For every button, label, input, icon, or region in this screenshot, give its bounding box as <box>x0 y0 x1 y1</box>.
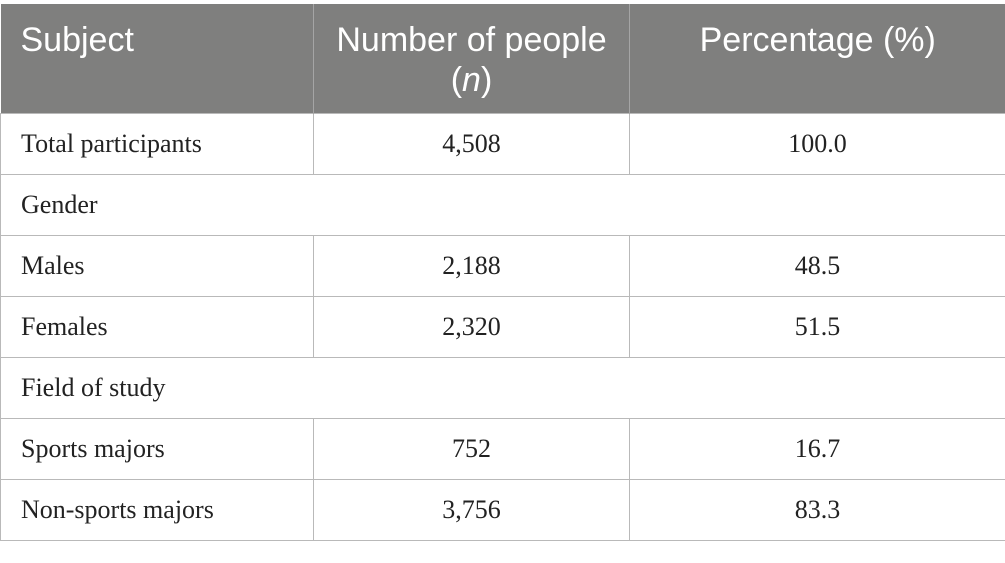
cell: 100.0 <box>629 113 1005 175</box>
cell: 2,188 <box>313 235 630 297</box>
row-label: Females <box>0 296 314 358</box>
section-row: Field of study <box>0 357 1005 419</box>
row-label: Total participants <box>0 113 314 175</box>
cell: 51.5 <box>629 296 1005 358</box>
cell: 16.7 <box>629 418 1005 480</box>
header-text: ) <box>480 61 493 99</box>
data-table: Subject Number of people (n) Percentage (%… <box>0 4 1005 541</box>
cell: 48.5 <box>629 235 1005 297</box>
cell: 4,508 <box>313 113 630 175</box>
data-row: Males 2,188 48.5 <box>0 235 1005 297</box>
data-row: Females 2,320 51.5 <box>0 296 1005 358</box>
cell: 752 <box>313 418 630 480</box>
header-text: n <box>462 61 481 99</box>
row-label: Males <box>0 235 314 297</box>
cell: 3,756 <box>313 479 630 541</box>
header-cell: Number of people (n) <box>313 4 630 114</box>
section-row: Gender <box>0 174 1005 236</box>
header-cell: Subject <box>0 4 314 114</box>
row-label: Gender <box>0 174 1005 236</box>
row-label: Non-sports majors <box>0 479 314 541</box>
data-row: Non-sports majors 3,756 83.3 <box>0 479 1005 541</box>
data-row: Total participants 4,508 100.0 <box>0 113 1005 175</box>
data-row: Sports majors 752 16.7 <box>0 418 1005 480</box>
header-text: Number of people ( <box>336 21 607 99</box>
header-row: Subject Number of people (n) Percentage (%… <box>0 4 1005 114</box>
table-body: Total participants 4,508 100.0 Gender Males 2… <box>0 113 1005 541</box>
row-label: Sports majors <box>0 418 314 480</box>
cell: 2,320 <box>313 296 630 358</box>
row-label: Field of study <box>0 357 1005 419</box>
header-cell: Percentage (%) <box>629 4 1005 114</box>
cell: 83.3 <box>629 479 1005 541</box>
